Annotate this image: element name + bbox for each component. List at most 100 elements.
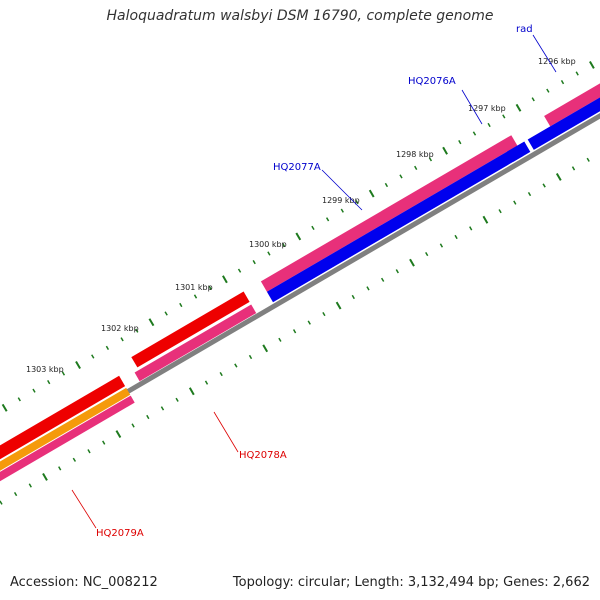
tick-mark-29 xyxy=(175,397,179,402)
tick-mark-75 xyxy=(513,200,517,205)
tick-label-1303: 1303 kbp xyxy=(26,365,64,374)
tick-mark-78 xyxy=(502,114,506,119)
feature-hq2076a-band[interactable] xyxy=(544,65,600,127)
tick-mark-17 xyxy=(87,449,91,454)
tick-mark-51 xyxy=(335,301,342,310)
tick-mark-60 xyxy=(368,189,375,198)
tick-label-1297: 1297 kbp xyxy=(468,104,506,113)
tick-mark-24 xyxy=(105,345,110,350)
tick-marks xyxy=(0,60,595,505)
tick-label-1299: 1299 kbp xyxy=(322,196,360,205)
tick-mark-10 xyxy=(1,403,8,412)
tick-mark-16 xyxy=(47,380,51,385)
tick-mark-67 xyxy=(454,234,458,240)
tick-mark-38 xyxy=(208,285,212,290)
tick-mark-33 xyxy=(204,380,209,385)
tick-mark-54 xyxy=(325,217,330,222)
gene-label-hq2079a[interactable]: HQ2079A xyxy=(96,528,144,539)
feature-red-band-2[interactable] xyxy=(0,375,126,477)
tick-mark-86 xyxy=(560,80,565,85)
tick-mark-47 xyxy=(307,320,311,325)
leader-line-hq2079a xyxy=(71,489,97,529)
feature-hq2078a-red-band[interactable] xyxy=(131,291,250,368)
tick-mark-13 xyxy=(58,466,62,471)
tick-mark-50 xyxy=(295,232,302,241)
tick-mark-14 xyxy=(32,388,36,393)
tick-mark-74 xyxy=(472,131,477,136)
tick-mark-18 xyxy=(61,371,66,376)
tick-mark-21 xyxy=(115,430,122,439)
tick-mark-31 xyxy=(188,387,195,396)
tick-mark-57 xyxy=(380,277,385,282)
tick-mark-73 xyxy=(498,209,502,214)
tick-mark-61 xyxy=(409,258,415,267)
tick-mark-34 xyxy=(179,302,183,308)
gene-label-hq2077a[interactable]: HQ2077A xyxy=(273,162,321,173)
tick-mark-36 xyxy=(193,294,198,299)
feature-rad-band[interactable] xyxy=(527,75,600,150)
tick-mark-59 xyxy=(395,269,399,274)
feature-hq2079a-band[interactable] xyxy=(0,395,135,494)
tick-mark-15 xyxy=(72,457,77,462)
tick-mark-43 xyxy=(278,337,282,342)
tick-label-1301: 1301 kbp xyxy=(175,283,213,292)
tick-mark-68 xyxy=(428,157,433,162)
genome-title: Haloquadratum walsbyi DSM 16790, complet… xyxy=(106,8,494,24)
tick-mark-52 xyxy=(311,225,315,230)
tick-mark-62 xyxy=(384,182,389,188)
tick-mark-11 xyxy=(42,472,48,481)
tick-mark-80 xyxy=(515,103,522,112)
feature-blue-band-1[interactable] xyxy=(266,145,524,303)
tick-labels: 1296 kbp 1297 kbp 1298 kbp 1299 kbp 1300… xyxy=(26,57,576,374)
tick-mark-69 xyxy=(469,226,473,231)
tick-mark-45 xyxy=(292,329,297,334)
tick-mark-20 xyxy=(75,360,81,370)
tick-mark-5 xyxy=(0,500,3,505)
tick-mark-37 xyxy=(234,363,238,368)
tick-mark-46 xyxy=(267,251,271,256)
tick-mark-12 xyxy=(17,397,21,402)
tick-mark-72 xyxy=(458,140,462,145)
tick-mark-85 xyxy=(586,157,590,162)
tick-mark-71 xyxy=(482,215,489,224)
tick-mark-81 xyxy=(555,172,562,181)
tick-mark-44 xyxy=(252,260,256,265)
tick-mark-26 xyxy=(120,337,124,342)
tick-mark-82 xyxy=(531,97,535,102)
gene-label-rad[interactable]: rad xyxy=(516,24,533,35)
tick-mark-28 xyxy=(135,328,139,333)
tick-mark-40 xyxy=(222,275,228,284)
feature-track xyxy=(0,65,600,494)
tick-mark-56 xyxy=(340,208,344,213)
tick-mark-65 xyxy=(439,243,444,248)
feature-hq2077a-band[interactable] xyxy=(260,135,518,292)
tick-mark-55 xyxy=(366,286,370,291)
tick-mark-19 xyxy=(102,440,106,445)
feature-blue-band-2[interactable] xyxy=(507,141,531,163)
tick-mark-23 xyxy=(131,423,135,428)
tick-mark-27 xyxy=(160,406,165,411)
tick-mark-7 xyxy=(13,492,18,497)
tick-mark-35 xyxy=(219,372,223,377)
tick-mark-79 xyxy=(542,183,546,188)
gene-labels: rad HQ2076A HQ2077A HQ2078A HQ2079A xyxy=(96,24,533,539)
tick-mark-63 xyxy=(425,252,429,257)
tick-mark-88 xyxy=(575,71,579,76)
leader-line-hq2076a xyxy=(461,89,483,125)
feature-orange-band[interactable] xyxy=(0,387,131,486)
tick-mark-32 xyxy=(164,311,168,316)
leader-line-rad xyxy=(532,34,557,73)
tick-mark-83 xyxy=(571,166,576,171)
tick-mark-76 xyxy=(487,122,491,128)
tick-mark-64 xyxy=(399,174,403,179)
leader-line-hq2077a xyxy=(321,169,363,211)
feature-hq2078a-pink-band[interactable] xyxy=(134,304,257,382)
tick-mark-30 xyxy=(148,318,155,327)
gene-label-leaders xyxy=(71,34,557,529)
gene-label-hq2078a[interactable]: HQ2078A xyxy=(239,450,287,461)
gene-label-hq2076a[interactable]: HQ2076A xyxy=(408,76,456,87)
tick-label-1298: 1298 kbp xyxy=(396,150,434,159)
tick-mark-58 xyxy=(355,200,359,205)
accession-label: Accession: NC_008212 xyxy=(10,575,158,590)
